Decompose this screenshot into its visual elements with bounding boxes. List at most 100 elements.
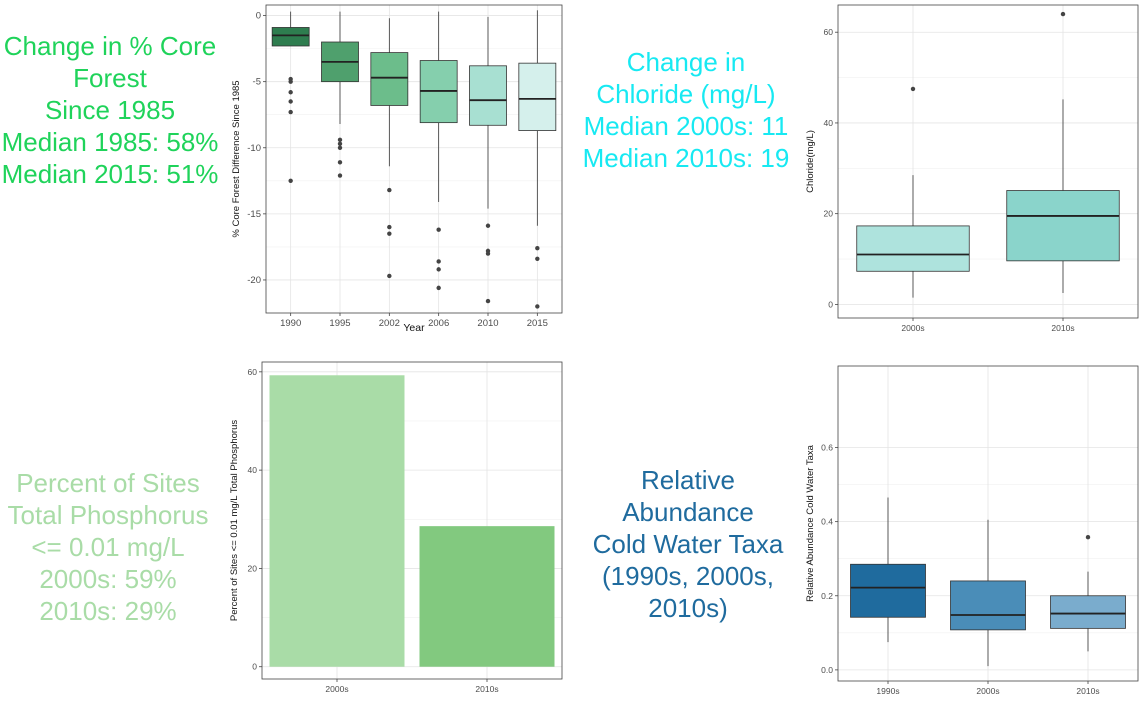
y-tick-label: 0.2 <box>821 591 833 601</box>
taxa-summary-line: 2010s) <box>648 593 728 623</box>
phosphorus-summary-text: Percent of Sites Total Phosphorus <= 0.0… <box>0 467 228 627</box>
x-tick-label: 2006 <box>428 318 449 329</box>
y-axis-label: Chloride(mg/L) <box>805 130 816 193</box>
box <box>950 580 1026 631</box>
phosphorus-summary-line: <= 0.01 mg/L <box>31 532 185 562</box>
y-tick-label: 0 <box>828 299 833 309</box>
outlier-point <box>387 187 392 193</box>
y-tick-label: 40 <box>824 118 834 128</box>
taxa-summary-line: (1990s, 2000s, <box>601 561 774 591</box>
y-tick-label: 0.0 <box>821 665 833 675</box>
outlier-point <box>288 79 293 84</box>
box <box>469 65 507 126</box>
x-tick-label: 1990s <box>876 686 899 696</box>
y-tick-label: 20 <box>248 563 258 573</box>
outlier-point <box>387 231 392 236</box>
y-tick-label: 0 <box>256 11 261 22</box>
box <box>1050 595 1126 629</box>
y-tick-label: 20 <box>824 209 834 219</box>
y-tick-label: -20 <box>247 275 261 286</box>
phosphorus-summary-line: 2010s: 29% <box>39 596 177 626</box>
outlier-point <box>337 141 343 146</box>
y-tick-label: 60 <box>824 27 834 37</box>
outlier-point <box>288 90 293 95</box>
box <box>1006 190 1120 262</box>
outlier-point <box>387 224 392 230</box>
y-axis-label: % Core Forest Difference Since 1985 <box>231 80 242 237</box>
y-tick-label: 60 <box>248 367 258 377</box>
forest-summary-line: Median 2015: 51% <box>1 159 219 189</box>
outlier-point <box>535 304 540 309</box>
x-tick-label: 2015 <box>527 318 548 329</box>
bar <box>269 375 405 667</box>
taxa-summary-line: Cold Water Taxa <box>592 529 784 559</box>
taxa-summary-line: Relative <box>641 465 735 495</box>
chloride-summary-line: Change in <box>626 47 746 77</box>
y-tick-label: 0.4 <box>821 517 833 527</box>
y-tick-label: -5 <box>253 77 261 88</box>
outlier-point <box>337 160 343 165</box>
x-tick-label: 2010 <box>477 318 498 329</box>
box <box>271 27 310 47</box>
taxa-summary-text: Relative Abundance Cold Water Taxa (1990… <box>578 464 798 624</box>
phosphorus-summary-line: 2000s: 59% <box>39 564 177 594</box>
box <box>850 563 926 618</box>
x-tick-label: 2010s <box>1051 323 1074 333</box>
phosphorus-summary-line: Percent of Sites <box>16 468 200 498</box>
plot-border <box>261 361 563 680</box>
plot-panel <box>266 5 562 313</box>
outlier-point <box>1060 11 1066 17</box>
outlier-point <box>387 273 392 279</box>
outlier-point <box>288 109 293 115</box>
outlier-point <box>436 267 441 272</box>
x-tick-label: 2000s <box>901 323 924 333</box>
plot-border <box>837 4 1139 319</box>
forest-summary-text: Change in % Core Forest Since 1985 Media… <box>0 30 240 190</box>
outlier-point <box>535 256 540 262</box>
bar <box>419 526 555 667</box>
forest-summary-line: Median 1985: 58% <box>1 127 219 157</box>
outlier-point <box>485 251 491 256</box>
y-tick-label: 0.6 <box>821 443 833 453</box>
x-tick-label: 2002 <box>379 318 400 329</box>
plot-border <box>265 4 563 314</box>
phosphorus-summary-line: Total Phosphorus <box>7 500 209 530</box>
forest-summary-line: Change in % Core <box>3 31 217 61</box>
outlier-point <box>436 227 441 232</box>
outlier-point <box>288 99 293 104</box>
outlier-point <box>337 137 343 143</box>
y-axis-label: Relative Abundance Cold Water Taxa <box>805 444 816 602</box>
forest-summary-line: Since 1985 <box>44 95 176 125</box>
x-tick-label: 2010s <box>475 684 498 694</box>
y-tick-label: -15 <box>247 209 261 220</box>
y-tick-label: 40 <box>248 465 258 475</box>
x-tick-label: 2010s <box>1076 686 1099 696</box>
chloride-summary-line: Chloride (mg/L) <box>596 79 776 109</box>
outlier-point <box>436 259 441 264</box>
x-tick-label: 1990 <box>280 318 301 329</box>
box <box>518 62 557 131</box>
box <box>856 225 970 272</box>
y-tick-label: 0 <box>252 662 257 672</box>
outlier-point <box>485 223 491 228</box>
outlier-point <box>910 86 916 92</box>
outlier-point <box>337 173 343 178</box>
chloride-summary-line: Median 2000s: 11 <box>583 111 789 141</box>
forest-summary-line: Forest <box>73 63 147 93</box>
outlier-point <box>485 298 491 304</box>
x-tick-label: 1995 <box>329 318 350 329</box>
box <box>370 52 409 106</box>
taxa-summary-line: Abundance <box>622 497 754 527</box>
outlier-point <box>288 178 293 184</box>
outlier-point <box>337 145 343 150</box>
chloride-summary-text: Change in Chloride (mg/L) Median 2000s: … <box>566 46 806 174</box>
outlier-point <box>1085 535 1091 540</box>
x-tick-label: 2000s <box>325 684 348 694</box>
x-tick-label: 2000s <box>976 686 999 696</box>
x-axis-label: Year <box>403 322 425 334</box>
outlier-point <box>436 285 441 291</box>
